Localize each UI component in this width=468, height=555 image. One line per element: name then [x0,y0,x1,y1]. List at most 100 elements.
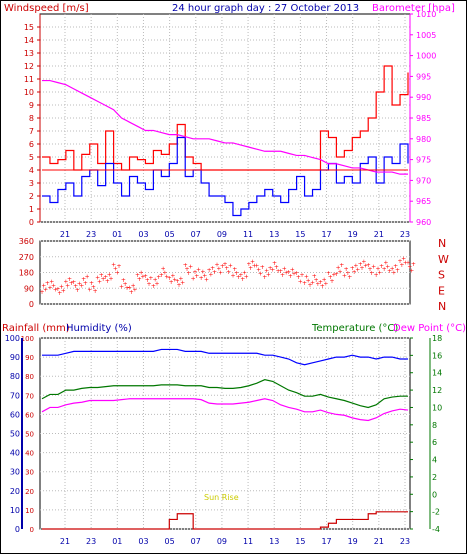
dir-point: + [199,275,204,282]
dir-point: + [53,286,58,293]
dir-point: + [103,274,108,281]
dir-point: + [95,275,100,282]
dir-point: + [258,270,263,277]
dir-point: + [403,260,408,267]
dir-point: + [366,262,371,269]
dir-point: + [375,265,380,272]
wind-xtick-label: 07 [191,230,201,239]
env-panel-frame [39,337,411,530]
humidity-ytick-label: 30 [10,468,20,477]
dir-point: + [360,265,365,272]
dir-point: + [79,283,84,290]
dir-point: + [45,280,50,287]
dir-point: + [185,266,190,273]
dir-point: + [244,274,249,281]
temp-ytick-label: 16 [432,351,442,360]
dir-point: + [170,273,175,280]
humidity-ytick-label: 20 [10,487,20,496]
dir-point: + [101,276,106,283]
dir-point: + [123,281,128,288]
dir-point: + [395,267,400,274]
sunrise-annotation: Sun Rise [204,493,239,502]
env-xtick-label: 21 [374,537,384,546]
rain-ytick-label: 20 [25,488,34,496]
humidity-ytick-label: 0 [15,525,20,534]
env-xtick-label: 23 [86,537,96,546]
dir-point: + [178,276,183,283]
dir-point: + [304,274,309,281]
compass-label: N [438,237,446,250]
dir-point: + [207,267,212,274]
dir-point: + [63,278,68,285]
dir-point: + [83,280,88,287]
compass-label: S [438,269,445,282]
dir-point: + [139,270,144,277]
dir-point: + [73,283,78,290]
dir-point: + [284,269,289,276]
dir-point: + [262,274,267,281]
dir-point: + [369,270,374,277]
wind-ytick-label: 8 [29,114,34,123]
dir-point: + [43,286,48,293]
dir-point: + [371,264,376,271]
dir-point: + [374,272,379,279]
wind-ytick-label: 6 [29,140,34,149]
dir-point: + [161,266,166,273]
env-xtick-label: 13 [269,537,279,546]
dir-point: + [409,267,414,274]
env-series [41,348,409,530]
dir-point: + [342,272,347,279]
dir-point: + [47,285,52,292]
dir-point: + [331,271,336,278]
dir-point: + [175,278,180,285]
wind-panel-frame [39,13,411,223]
dir-point: + [215,261,220,268]
baro-ytick-label: 975 [416,156,431,165]
dir-point: + [148,275,153,282]
wind-xtick-label: 09 [217,230,227,239]
rain-ytick-label: 60 [25,411,34,419]
dir-point: + [89,280,94,287]
compass-label: N [438,300,446,313]
humidity-ytick-label: 90 [10,353,20,362]
dir-point: + [131,282,136,289]
dir-point: + [97,279,102,286]
rain-ytick-label: 10 [25,507,34,515]
env-xtick-label: 03 [138,537,148,546]
dir-point: + [167,275,172,282]
humidity-ytick-label: 10 [10,506,20,515]
dir-point: + [399,262,404,269]
dir-point: + [276,268,281,275]
dir-point: + [264,268,269,275]
dir-point: + [407,263,412,270]
dir-point: + [210,265,215,272]
dir-point: + [254,262,259,269]
dir-point: + [41,282,46,289]
temp-ytick-label: 2 [432,473,437,482]
dir-point: + [124,285,129,292]
wind-xtick-label: 03 [138,230,148,239]
dir-point: + [208,271,213,278]
wind-xtick-label: 01 [112,230,122,239]
dir-point: + [358,261,363,268]
wind-ytick-label: 9 [29,101,34,110]
dir-point: + [330,278,335,285]
dir-point: + [140,274,145,281]
dir-point: + [353,262,358,269]
dir-point: + [310,280,315,287]
baro-ytick-label: 960 [416,218,431,227]
dir-point: + [91,284,96,291]
dir-point: + [377,270,382,277]
baro-ytick-label: 995 [416,72,431,81]
dir-point: + [113,265,118,272]
wind-xtick-label: 19 [348,230,358,239]
dir-point: + [71,279,76,286]
temp-ytick-label: 10 [432,403,442,412]
env-xtick-label: 05 [165,537,175,546]
dir-point: + [272,260,277,267]
dir-point: + [326,270,331,277]
dir-point: + [55,286,60,293]
dir-point: + [192,269,197,276]
dir-point: + [296,274,301,281]
dir-point: + [67,276,72,283]
